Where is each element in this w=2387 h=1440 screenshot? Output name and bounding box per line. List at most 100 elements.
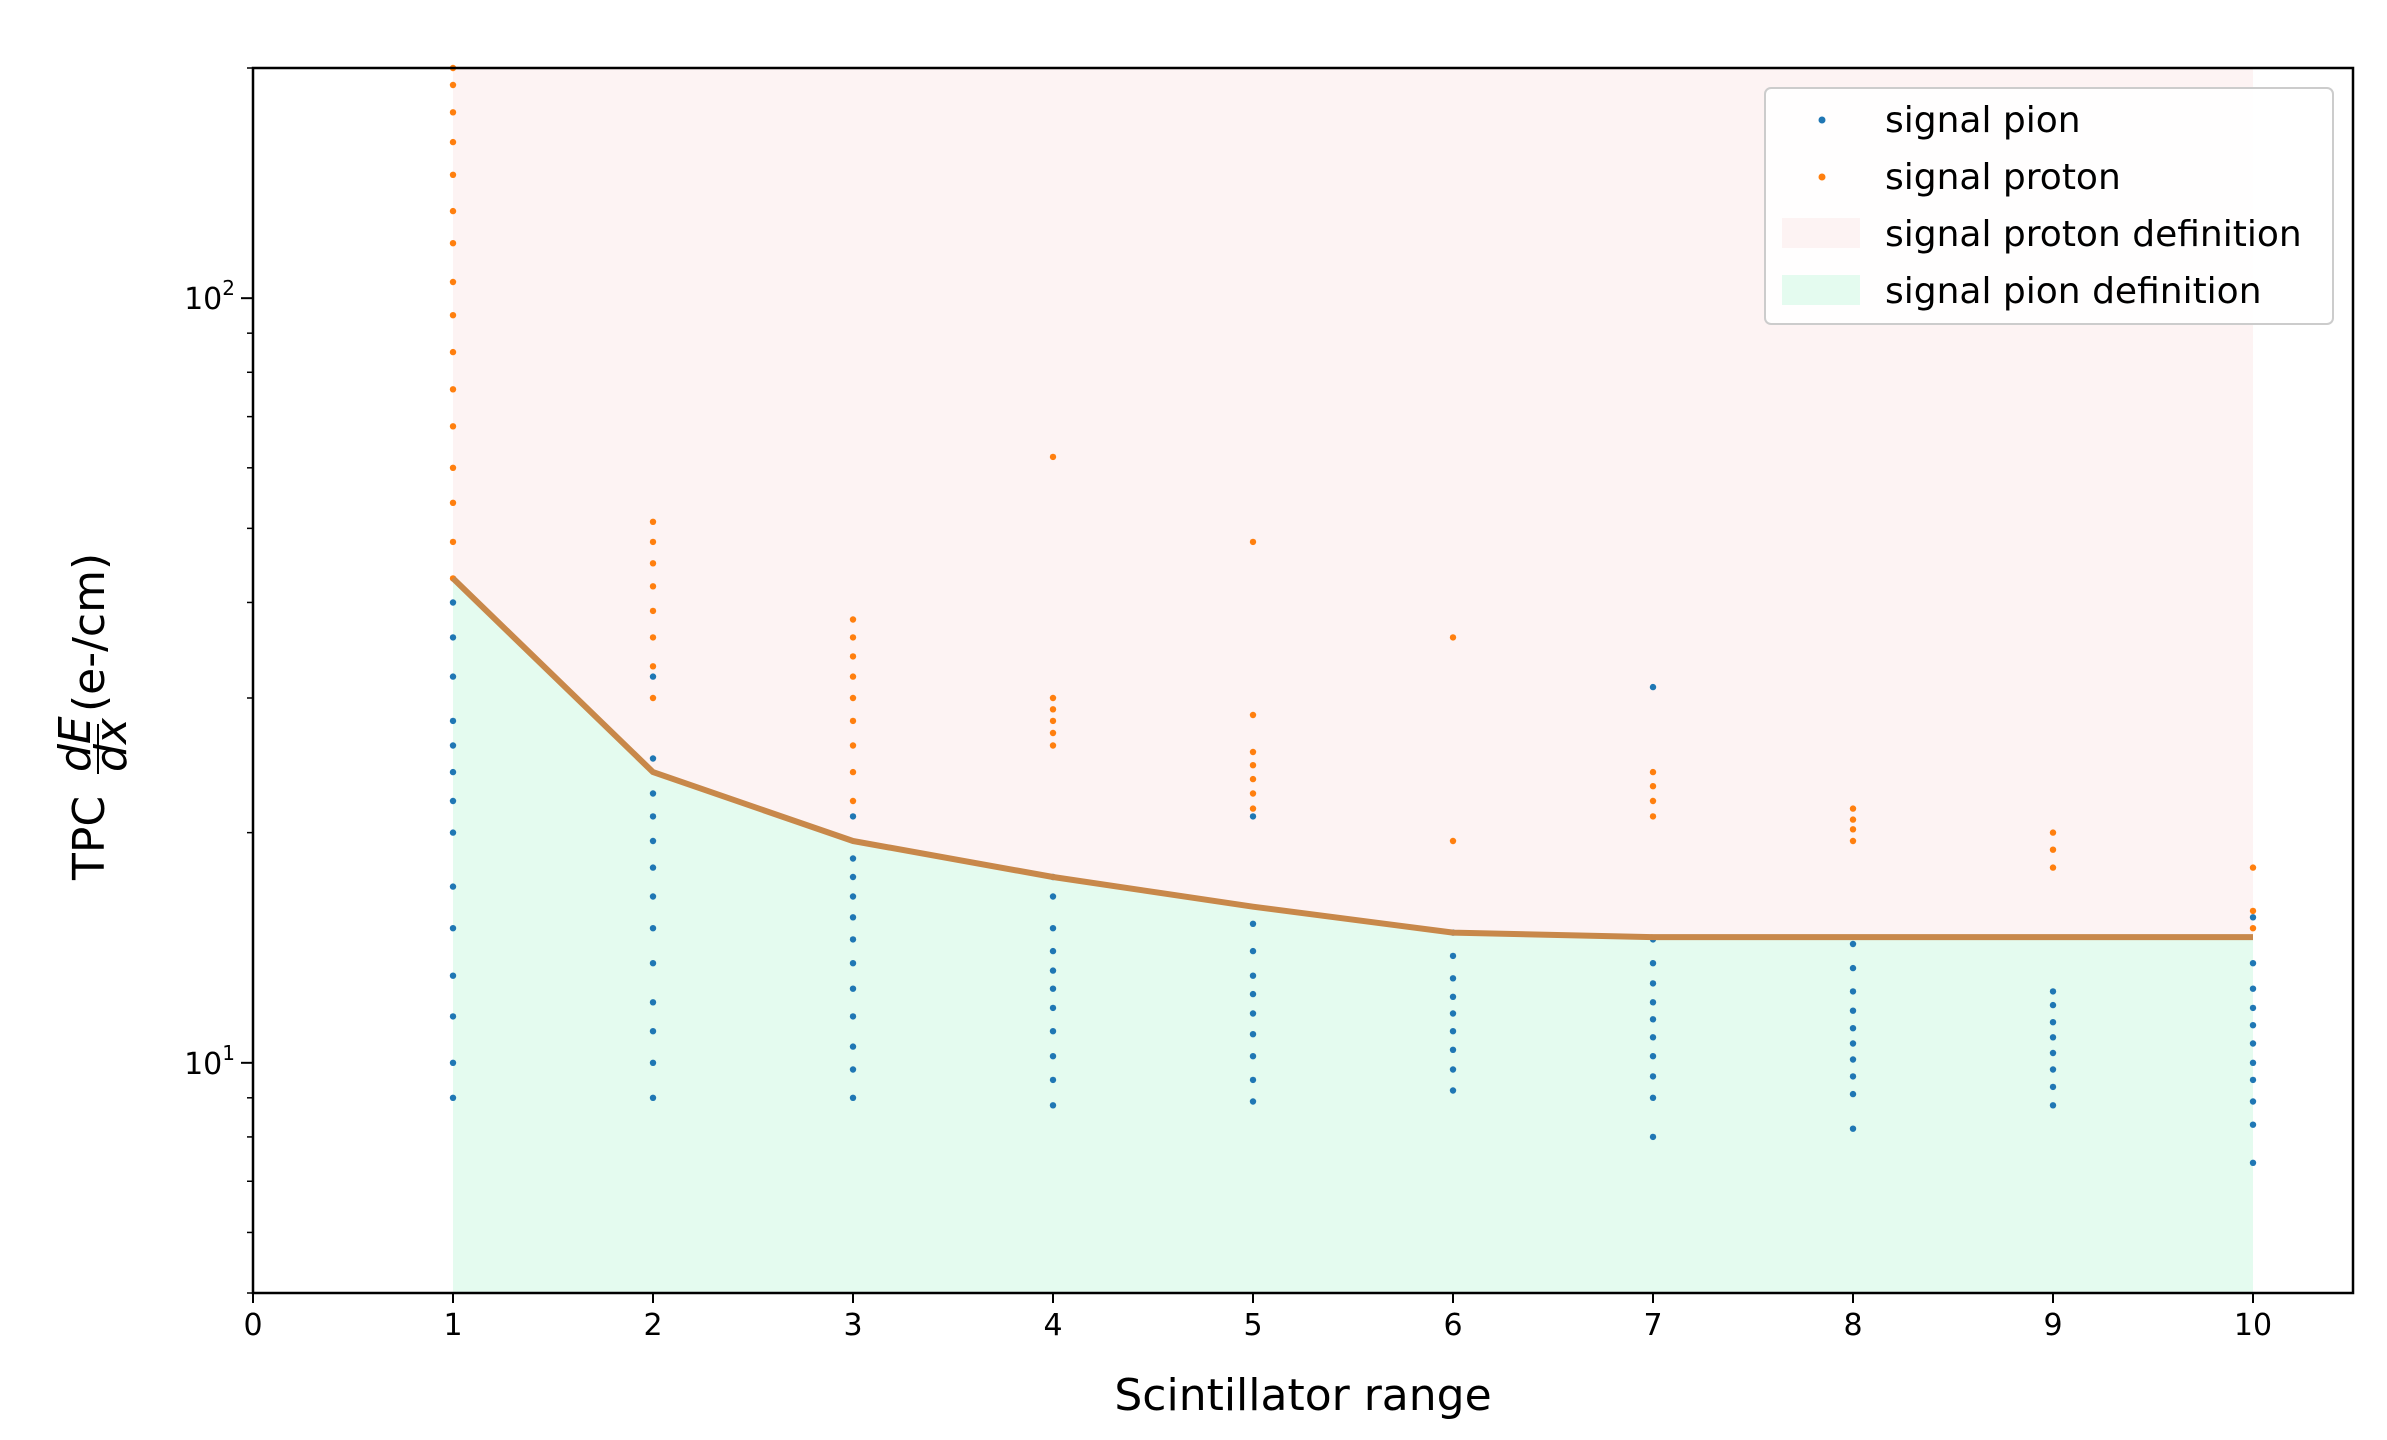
data-point <box>649 837 657 845</box>
data-point <box>1849 816 1857 823</box>
data-point <box>1649 768 1657 776</box>
data-point <box>649 925 657 932</box>
data-point <box>1049 694 1057 702</box>
legend-item-signal-pion-definition: signal pion definition <box>1782 271 2262 312</box>
data-point <box>1249 947 1257 955</box>
data-point <box>849 1013 857 1020</box>
x-tick-label: 9 <box>2043 1308 2062 1343</box>
x-axis: 0 1 2 3 4 5 6 7 8 9 10 <box>243 1293 2272 1343</box>
data-point <box>1649 999 1657 1006</box>
data-point <box>1049 893 1057 900</box>
y-axis-label: TPC dE dx (e-/cm) <box>50 553 137 881</box>
data-point <box>1649 797 1657 805</box>
data-point <box>649 634 657 641</box>
data-point <box>849 1043 857 1050</box>
data-point <box>449 768 457 776</box>
data-point <box>1049 1076 1057 1084</box>
data-point <box>849 985 857 992</box>
data-point <box>2049 1001 2057 1009</box>
legend-label: signal proton definition <box>1885 214 2302 255</box>
data-point <box>1649 1053 1657 1060</box>
data-point <box>449 81 457 89</box>
data-point <box>849 742 857 749</box>
data-point <box>1049 967 1057 974</box>
data-point <box>449 171 457 178</box>
data-point <box>1849 1025 1857 1032</box>
data-point <box>2249 907 2257 915</box>
data-point <box>1649 813 1657 820</box>
data-point <box>1849 1040 1857 1047</box>
data-point <box>2249 864 2257 871</box>
data-point <box>649 960 657 967</box>
data-point <box>649 790 657 797</box>
data-point <box>449 717 457 725</box>
data-point <box>849 893 857 900</box>
legend-item-signal-proton-definition: signal proton definition <box>1782 214 2302 255</box>
data-point <box>449 673 457 680</box>
data-point <box>2249 1098 2257 1105</box>
y-tick-label: 101 <box>184 1041 235 1082</box>
data-point <box>2249 1004 2257 1012</box>
plot-frame <box>251 66 2355 1295</box>
data-point <box>1849 837 1857 845</box>
data-point <box>1449 975 1457 982</box>
data-point <box>449 829 457 836</box>
legend-swatch <box>1782 275 1860 305</box>
data-point <box>2049 1034 2057 1041</box>
data-point <box>1849 964 1857 972</box>
data-point <box>1849 1007 1857 1014</box>
data-point <box>1649 1073 1657 1080</box>
legend-item-signal-pion: signal pion <box>1818 100 2081 141</box>
data-point <box>1649 783 1657 790</box>
data-point <box>449 742 457 749</box>
data-point <box>449 883 457 890</box>
y-axis-label-prefix: TPC <box>64 796 115 881</box>
data-point <box>649 1028 657 1035</box>
data-point <box>1249 1010 1257 1017</box>
data-point <box>649 893 657 900</box>
data-point <box>2249 1021 2257 1029</box>
data-point <box>2249 1121 2257 1128</box>
data-point <box>649 813 657 820</box>
data-point <box>1649 1034 1657 1041</box>
data-point <box>449 634 457 641</box>
legend-swatch <box>1782 218 1860 248</box>
data-point <box>1249 805 1257 812</box>
legend-item-signal-proton: signal proton <box>1818 157 2121 198</box>
data-point <box>2249 1059 2257 1067</box>
data-point <box>2249 925 2257 932</box>
data-point <box>2049 1049 2057 1057</box>
x-axis-label: Scintillator range <box>1114 1370 1491 1421</box>
data-point <box>649 864 657 871</box>
data-point <box>1849 940 1857 948</box>
x-tick-label: 3 <box>843 1308 862 1343</box>
data-point <box>449 538 457 546</box>
data-point <box>649 1094 657 1102</box>
data-point <box>2049 864 2057 871</box>
data-point <box>449 1094 457 1102</box>
data-point <box>1049 1053 1057 1060</box>
data-point <box>649 1059 657 1067</box>
data-point <box>2249 1076 2257 1084</box>
data-point <box>1449 993 1457 1000</box>
data-point <box>1849 1056 1857 1063</box>
x-tick-label: 10 <box>2234 1308 2272 1343</box>
data-point <box>449 797 457 805</box>
data-point <box>649 694 657 702</box>
data-point <box>449 386 457 393</box>
data-point <box>449 348 457 356</box>
data-point <box>849 960 857 967</box>
legend-marker <box>1818 116 1826 124</box>
data-point <box>449 599 457 606</box>
data-point <box>449 207 457 215</box>
data-point <box>1249 762 1257 769</box>
data-point <box>1249 1053 1257 1060</box>
data-point <box>449 138 457 146</box>
y-axis-label-suffix: (e-/cm) <box>64 553 115 712</box>
data-point <box>849 717 857 725</box>
data-point <box>1249 1031 1257 1038</box>
data-point <box>2249 960 2257 967</box>
boundary-line <box>450 576 2253 941</box>
data-point <box>1449 1066 1457 1073</box>
data-point <box>649 755 657 762</box>
